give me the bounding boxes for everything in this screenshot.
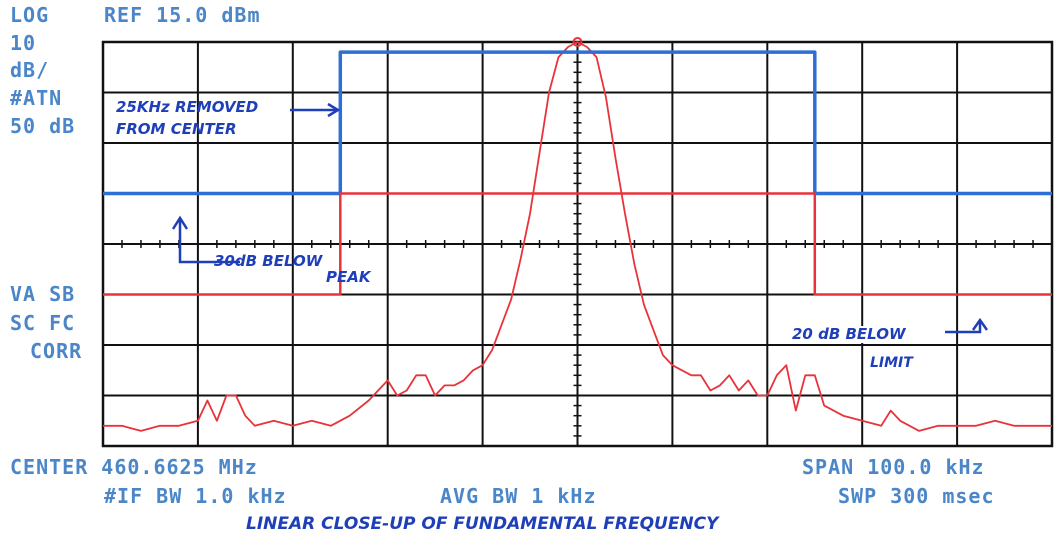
below-limit-annotation-line2: LIMIT <box>868 355 915 371</box>
arrow-removed-head <box>327 102 341 118</box>
avg-bandwidth-label: AVG BW 1 kHz <box>440 484 597 508</box>
reference-level-label: REF 15.0 dBm <box>104 3 261 27</box>
attenuation-label: #ATN <box>10 86 63 110</box>
series-mask <box>103 50 1052 196</box>
arrow-limit-line <box>945 322 982 334</box>
arrow-peak-head <box>171 215 189 230</box>
scale-div-label: 10 <box>10 31 37 55</box>
status-corr: CORR <box>30 339 83 363</box>
below-peak-annotation-line2: PEAK <box>326 268 371 286</box>
attenuation-value: 50 dB <box>10 114 76 138</box>
peak-marker <box>572 37 583 47</box>
series-limit <box>103 192 1052 296</box>
removed-annotation-line2: FROM CENTER <box>116 120 237 138</box>
sweep-time-label: SWP 300 msec <box>838 484 995 508</box>
status-sc-fc: SC FC <box>10 311 76 335</box>
below-peak-annotation-line1: 30dB BELOW <box>214 252 323 270</box>
removed-annotation-line1: 25KHz REMOVED <box>116 98 259 116</box>
below-limit-annotation-line1: 20 dB BELOW <box>790 325 908 343</box>
figure-caption: LINEAR CLOSE-UP OF FUNDAMENTAL FREQUENCY <box>246 514 719 534</box>
annotation-arrows <box>171 102 989 334</box>
status-va-sb: VA SB <box>10 282 76 306</box>
scale-unit-label: dB/ <box>10 58 50 82</box>
series-trace <box>103 41 1052 432</box>
center-frequency-label: CENTER 460.6625 MHz <box>10 455 258 479</box>
scale-mode-label: LOG <box>10 3 50 27</box>
span-label: SPAN 100.0 kHz <box>802 455 985 479</box>
trace-layer <box>103 37 1052 432</box>
if-bandwidth-label: #IF BW 1.0 kHz <box>104 484 287 508</box>
arrow-peak-line <box>178 220 240 264</box>
arrow-limit-head <box>971 317 989 331</box>
